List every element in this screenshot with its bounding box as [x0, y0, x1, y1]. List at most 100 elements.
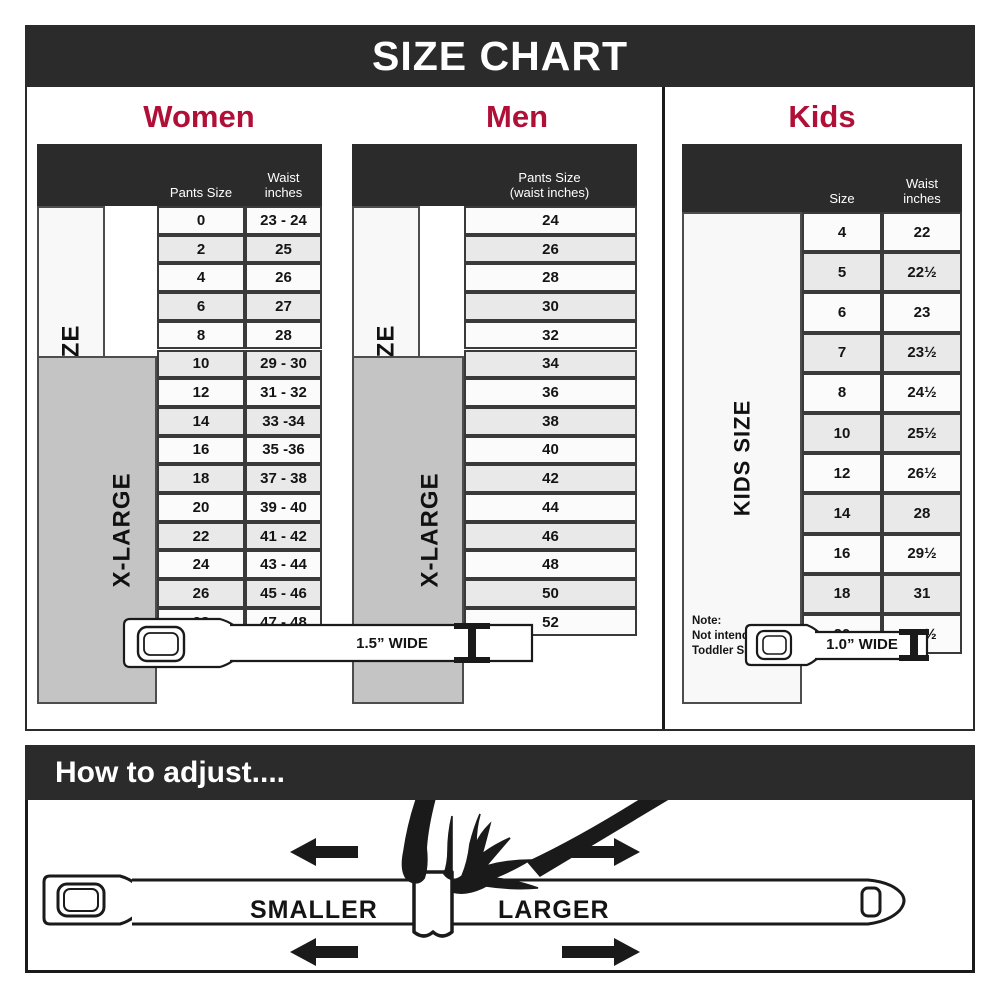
kids-row-cell-waist: 26½ [882, 453, 962, 494]
smaller-label: SMALLER [250, 896, 378, 924]
men-col-header-pants-size: Pants Size (waist inches) [509, 170, 590, 200]
adjust-belt-strap-icon [132, 878, 906, 926]
women-row-cell-size: 16 [157, 435, 245, 465]
kids-row-cell-waist: 29½ [882, 533, 962, 574]
arrow-right-top-icon [572, 838, 640, 866]
women-row-cell-waist: 29 - 30 [245, 349, 322, 379]
women-row-cell-size: 18 [157, 464, 245, 493]
kids-row-cell-waist: 23½ [882, 332, 962, 373]
kids-table-header: Size Waist inches [682, 144, 962, 212]
arrow-right-bottom-icon [562, 938, 640, 966]
adult-belt-width-label: 1.5” WIDE [356, 635, 428, 652]
kids-width-marker-bottom [899, 655, 929, 661]
women-row-cell-size: 10 [157, 349, 245, 379]
kids-row-cell-waist: 22 [882, 212, 962, 253]
how-to-adjust-bar: How to adjust.... [25, 745, 975, 800]
adult-belt-illustration: 1.5” WIDE [102, 607, 552, 687]
men-category-xlarge-label: X-LARGE [416, 472, 444, 588]
kids-buckle-inner-square-2-icon [762, 635, 787, 655]
vertical-divider [662, 87, 665, 729]
men-row-cell-size: 38 [464, 406, 637, 436]
women-table-header: Pants Size Waist inches [37, 144, 322, 206]
women-row-cell-waist: 25 [245, 234, 322, 264]
women-row-cell-waist: 27 [245, 292, 322, 321]
kids-row-cell-waist: 25½ [882, 413, 962, 454]
section-heading-men: Men [486, 99, 548, 134]
width-marker-bottom [454, 657, 490, 663]
men-row-cell-size: 24 [464, 206, 637, 235]
women-row-cell-waist: 28 [245, 320, 322, 350]
ratchet-slider-icon [412, 870, 454, 938]
belt-strap-icon [230, 623, 534, 663]
women-category-xlarge-label: X-LARGE [108, 472, 135, 588]
women-row-cell-size: 20 [157, 493, 245, 522]
men-table-header: Pants Size (waist inches) [352, 144, 637, 206]
kids-belt-illustration: 1.0” WIDE [727, 615, 992, 685]
arrow-left-bottom-icon [290, 938, 358, 966]
kids-category-label: KIDS SIZE [729, 399, 755, 517]
men-row-cell-size: 40 [464, 435, 637, 465]
kids-row-cell-waist: 22½ [882, 252, 962, 293]
adjust-buckle-inner-square-2-icon [63, 888, 99, 912]
women-row-cell-size: 22 [157, 521, 245, 551]
women-row-cell-waist: 45 - 46 [245, 579, 322, 608]
kids-row-cell-size: 5 [802, 252, 882, 293]
women-row-cell-size: 6 [157, 292, 245, 321]
how-to-adjust-frame: SMALLER LARGER [25, 800, 975, 973]
men-size-table: Pants Size(waist inches) REGULAR SIZE X-… [352, 144, 637, 704]
adjust-illustration-svg [42, 800, 906, 966]
women-row-cell-size: 12 [157, 378, 245, 407]
width-marker-stem [468, 623, 476, 663]
men-row-cell-size: 36 [464, 378, 637, 407]
kids-row-cell-waist: 24½ [882, 372, 962, 413]
women-row-cell-waist: 41 - 42 [245, 521, 322, 551]
kids-belt-width-label: 1.0” WIDE [826, 636, 898, 653]
women-row-cell-size: 8 [157, 320, 245, 350]
women-row-cell-waist: 31 - 32 [245, 378, 322, 407]
kids-category-kids-size: KIDS SIZE [682, 212, 802, 704]
women-row-cell-waist: 37 - 38 [245, 464, 322, 493]
men-row-cell-size: 34 [464, 349, 637, 379]
women-row-cell-size: 2 [157, 234, 245, 264]
women-row-cell-waist: 33 -34 [245, 406, 322, 436]
kids-row-cell-waist: 31 [882, 573, 962, 614]
men-row-cell-size: 28 [464, 263, 637, 293]
kids-row-cell-size: 16 [802, 533, 882, 574]
kids-row-cell-size: 10 [802, 413, 882, 454]
women-row-cell-size: 14 [157, 406, 245, 436]
buckle-inner-square-2-icon [143, 632, 179, 656]
men-row-cell-size: 50 [464, 579, 637, 608]
women-row-cell-size: 0 [157, 206, 245, 235]
section-heading-women: Women [143, 99, 255, 134]
kids-col-header-size: Size [829, 191, 855, 206]
men-row-cell-size: 26 [464, 234, 637, 264]
men-row-cell-size: 46 [464, 521, 637, 551]
kids-col-header-waist: Waist inches [903, 176, 941, 206]
kids-row-cell-waist: 28 [882, 493, 962, 534]
women-row-cell-size: 24 [157, 550, 245, 580]
kids-row-cell-size: 8 [802, 372, 882, 413]
women-row-cell-size: 4 [157, 263, 245, 293]
kids-row-cell-waist: 23 [882, 292, 962, 333]
adult-belt-svg [122, 617, 534, 669]
section-heading-kids: Kids [788, 99, 856, 134]
men-row-cell-size: 44 [464, 493, 637, 522]
kids-row-cell-size: 18 [802, 573, 882, 614]
women-row-cell-waist: 43 - 44 [245, 550, 322, 580]
men-row-cell-size: 42 [464, 464, 637, 493]
women-col-header-pants-size: Pants Size [169, 185, 233, 200]
kids-row-cell-size: 14 [802, 493, 882, 534]
title-bar: SIZE CHART [25, 25, 975, 87]
women-row-cell-size: 26 [157, 579, 245, 608]
belt-tip-hole-icon [860, 886, 882, 918]
women-row-cell-waist: 23 - 24 [245, 206, 322, 235]
kids-belt-svg [744, 623, 929, 667]
women-row-cell-waist: 26 [245, 263, 322, 293]
women-col-header-waist: Waist inches [264, 170, 303, 200]
arrow-left-top-icon [290, 838, 358, 866]
kids-row-cell-size: 6 [802, 292, 882, 333]
men-row-cell-size: 32 [464, 320, 637, 350]
